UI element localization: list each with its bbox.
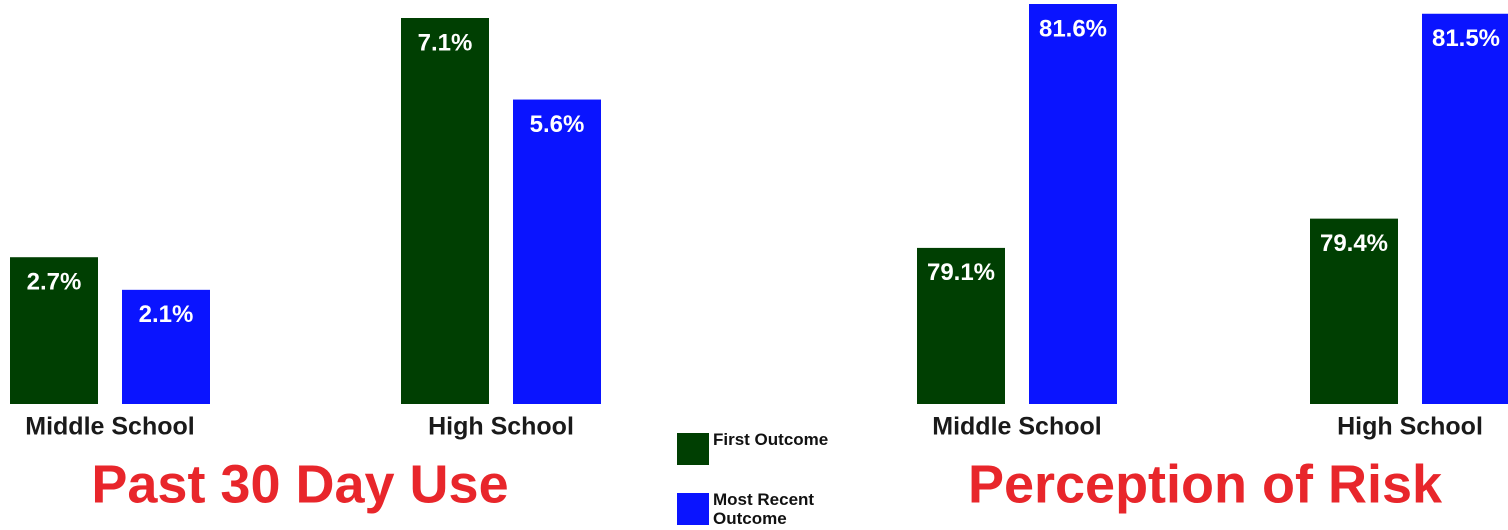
bar xyxy=(122,289,210,404)
value-label: 2.7% xyxy=(27,269,82,296)
chart-title: Past 30 Day Use xyxy=(91,454,508,514)
bar xyxy=(10,257,98,404)
value-label: 5.6% xyxy=(530,111,585,138)
bar xyxy=(1310,218,1398,404)
bar xyxy=(401,18,489,404)
chart-title: Perception of Risk xyxy=(968,454,1443,514)
legend-swatch xyxy=(677,433,709,465)
bar xyxy=(513,99,601,405)
bar xyxy=(1029,4,1117,404)
value-label: 81.5% xyxy=(1432,25,1500,52)
legend-label: First Outcome xyxy=(713,430,829,449)
value-label: 79.4% xyxy=(1320,230,1388,257)
value-label: 79.1% xyxy=(927,259,995,286)
legend-swatch xyxy=(677,493,709,525)
value-label: 2.1% xyxy=(139,301,194,328)
bar xyxy=(1422,13,1508,404)
bar xyxy=(917,247,1005,404)
category-label: High School xyxy=(1337,413,1483,441)
category-label: Middle School xyxy=(25,413,194,441)
category-label: Middle School xyxy=(932,413,1101,441)
value-label: 81.6% xyxy=(1039,15,1107,42)
value-label: 7.1% xyxy=(418,29,473,56)
category-label: High School xyxy=(428,413,574,441)
legend-label: Most Recent Outcome xyxy=(713,490,815,528)
